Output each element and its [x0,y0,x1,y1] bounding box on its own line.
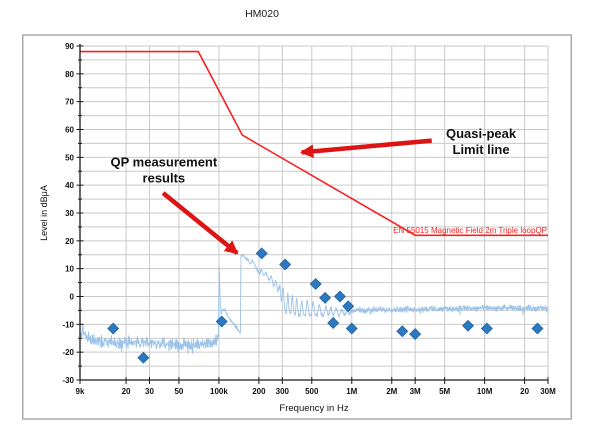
x-tick-label: 30 [145,387,154,396]
x-tick-label: 20 [520,387,529,396]
y-tick-label: 20 [65,237,74,246]
qp-result-marker [107,322,120,335]
measurement-trace [79,253,549,355]
y-tick-label: -30 [62,376,74,385]
qp-result-marker [255,247,268,260]
qp-result-marker [279,258,292,271]
x-tick-label: 10M [477,387,493,396]
y-tick-label: 90 [65,42,74,51]
qp-result-marker [462,319,475,332]
x-tick-label: 1M [346,387,357,396]
qp-result-marker [396,325,409,338]
gridlines-layer [80,45,549,380]
y-axis-title: Level in dBμA [39,185,49,241]
x-tick-label: 5M [439,387,450,396]
y-tick-label: 40 [65,181,74,190]
chart-title: HM020 [245,8,279,20]
x-tick-label: 200 [252,387,266,396]
y-tick-label: -20 [62,348,74,357]
axes-layer: -30 -20 -10 0 10 20 30 40 50 60 70 80 90 9k 20 30 50 100k… [62,42,556,396]
limit-line-label: EN 55015 Magnetic Field 2m Triple loopQP [393,226,547,235]
y-tick-label: 30 [65,209,74,218]
qp-result-marker [215,315,228,328]
x-tick-label: 300 [276,387,290,396]
y-tick-label: 50 [65,153,74,162]
limit-annotation-arrow [299,138,432,158]
quasi-peak-limit-line [80,50,548,237]
qp-result-marker [327,316,340,329]
limit-annotation-line1: Quasi-peak [446,126,517,141]
x-tick-label: 500 [305,387,319,396]
x-tick-label: 30M [540,387,556,396]
qp-result-marker [342,300,355,313]
x-tick-label: 50 [174,387,183,396]
qp-annotation-line2: results [143,170,186,185]
x-tick-label: 9k [76,387,85,396]
series-layer [79,50,549,364]
qp-result-marker [319,291,332,304]
qp-result-marker [333,290,346,303]
x-tick-label: 20 [122,387,131,396]
y-tick-label: 80 [65,70,74,79]
qp-result-marker [531,322,544,335]
x-tick-label: 2M [386,387,397,396]
y-tick-label: 10 [65,265,74,274]
y-tick-label: 0 [70,293,75,302]
qp-annotation-line1: QP measurement [111,154,218,169]
limit-annotation-line2: Limit line [453,142,510,157]
figure-border [22,34,572,420]
y-tick-label: 60 [65,126,74,135]
qp-result-marker [345,322,358,335]
x-tick-label: 3M [410,387,421,396]
qp-result-marker [409,328,422,341]
x-tick-label: 100k [210,387,228,396]
y-tick-label: -10 [62,320,74,329]
qp-annotation-arrow [161,191,239,255]
x-axis-title: Frequency in Hz [279,403,348,414]
qp-result-marker [309,277,322,290]
qp-result-marker [480,322,493,335]
qp-result-marker [137,351,150,364]
y-tick-label: 70 [65,98,74,107]
